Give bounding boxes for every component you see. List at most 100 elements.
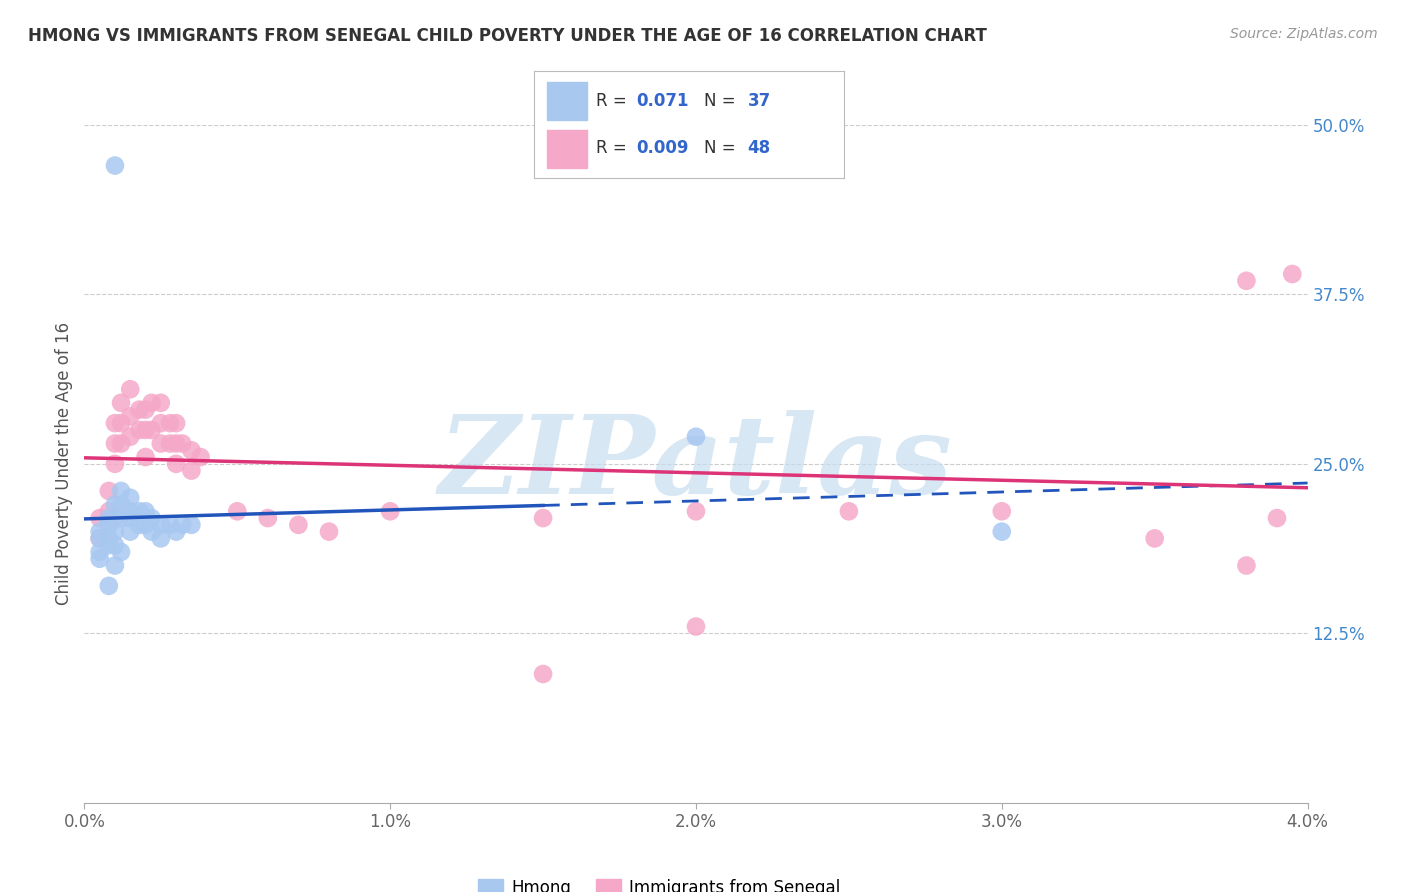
Point <box>135 450 157 464</box>
Point <box>685 504 707 518</box>
Point <box>141 524 163 539</box>
Point <box>110 416 132 430</box>
Point <box>141 423 163 437</box>
Text: HMONG VS IMMIGRANTS FROM SENEGAL CHILD POVERTY UNDER THE AGE OF 16 CORRELATION C: HMONG VS IMMIGRANTS FROM SENEGAL CHILD P… <box>28 27 987 45</box>
Point <box>990 504 1012 518</box>
Point <box>990 524 1012 539</box>
Point <box>135 423 157 437</box>
Point <box>149 517 172 532</box>
Point <box>685 619 707 633</box>
Point <box>120 409 142 424</box>
Point <box>149 532 172 546</box>
Point <box>120 504 142 518</box>
Point <box>104 436 127 450</box>
Point <box>165 416 187 430</box>
Point <box>180 517 202 532</box>
Point <box>135 517 157 532</box>
Point <box>128 423 150 437</box>
Point <box>287 517 309 532</box>
Point <box>89 532 111 546</box>
Text: N =: N = <box>704 139 741 157</box>
Point <box>97 538 120 552</box>
Point <box>110 511 132 525</box>
Point <box>128 517 150 532</box>
Point <box>159 416 181 430</box>
Point <box>89 532 111 546</box>
Point <box>104 457 127 471</box>
Point <box>110 483 132 498</box>
Text: Source: ZipAtlas.com: Source: ZipAtlas.com <box>1230 27 1378 41</box>
Point <box>97 517 120 532</box>
Point <box>104 511 127 525</box>
Point <box>141 396 163 410</box>
Point <box>159 517 181 532</box>
Text: 48: 48 <box>748 139 770 157</box>
Point <box>104 524 127 539</box>
Point <box>180 443 202 458</box>
Point <box>165 524 187 539</box>
Point <box>838 504 860 518</box>
Point <box>128 402 150 417</box>
Text: N =: N = <box>704 93 741 111</box>
Point <box>97 579 120 593</box>
Point <box>110 436 132 450</box>
Point <box>226 504 249 518</box>
Point <box>165 457 187 471</box>
Point <box>1265 511 1288 525</box>
Point <box>318 524 340 539</box>
Point <box>685 430 707 444</box>
Point <box>120 511 142 525</box>
Point <box>135 402 157 417</box>
Point <box>104 498 127 512</box>
Point <box>104 558 127 573</box>
Text: R =: R = <box>596 139 633 157</box>
Point <box>180 464 202 478</box>
Point <box>190 450 212 464</box>
Point <box>89 551 111 566</box>
Point <box>149 436 172 450</box>
Point <box>149 396 172 410</box>
Point <box>97 504 120 518</box>
Bar <box>547 82 586 120</box>
Point <box>159 436 181 450</box>
Point <box>120 524 142 539</box>
Point <box>165 436 187 450</box>
Point <box>1143 532 1166 546</box>
Point <box>104 159 127 173</box>
Y-axis label: Child Poverty Under the Age of 16: Child Poverty Under the Age of 16 <box>55 322 73 606</box>
Point <box>110 396 132 410</box>
Point <box>97 483 120 498</box>
Point <box>120 430 142 444</box>
Point <box>257 511 280 525</box>
Point <box>380 504 402 518</box>
Bar <box>547 130 586 168</box>
Point <box>1234 274 1257 288</box>
Text: 37: 37 <box>748 93 770 111</box>
Text: 0.009: 0.009 <box>637 139 689 157</box>
Point <box>141 511 163 525</box>
Point <box>89 545 111 559</box>
Point <box>128 504 150 518</box>
Point <box>104 538 127 552</box>
Point <box>135 504 157 518</box>
Text: 0.071: 0.071 <box>637 93 689 111</box>
Point <box>104 416 127 430</box>
Point <box>97 511 120 525</box>
Point <box>1281 267 1303 281</box>
Point <box>120 491 142 505</box>
Point <box>120 382 142 396</box>
Point <box>531 511 554 525</box>
Text: ZIPatlas: ZIPatlas <box>439 410 953 517</box>
Point <box>97 532 120 546</box>
Point <box>172 517 194 532</box>
Point <box>149 416 172 430</box>
Point <box>110 498 132 512</box>
Point <box>531 667 554 681</box>
Point <box>89 524 111 539</box>
Point <box>110 545 132 559</box>
Point <box>1234 558 1257 573</box>
Point <box>89 511 111 525</box>
Point <box>172 436 194 450</box>
Text: R =: R = <box>596 93 633 111</box>
Legend: Hmong, Immigrants from Senegal: Hmong, Immigrants from Senegal <box>471 872 848 892</box>
